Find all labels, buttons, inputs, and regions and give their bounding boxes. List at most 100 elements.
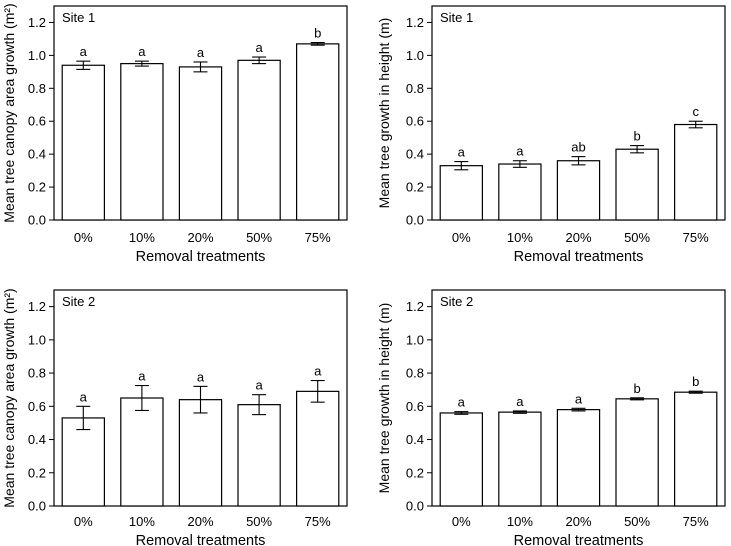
- bar: [674, 123, 718, 221]
- significance-letter: b: [633, 129, 640, 144]
- x-tick-label: 0%: [74, 514, 93, 529]
- chart-panel-3: 0.0 0.2 0.4 0.6 0.8 1.0 1.2 a 0% a 10% a 20% a 50% a 75%…: [1, 288, 348, 546]
- x-tick-label: 20%: [187, 514, 213, 529]
- y-tick-label: 0.4: [28, 432, 46, 447]
- y-tick-label: 0.0: [406, 499, 424, 514]
- chart-panel-4: 0.0 0.2 0.4 0.6 0.8 1.0 1.2 a 0% a 10% a 20% b 50% b 75%…: [376, 289, 726, 546]
- y-tick-label: 1.0: [406, 48, 424, 63]
- x-axis-label: Removal treatments: [514, 249, 644, 265]
- bar: [615, 398, 659, 507]
- y-axis-label: Mean tree canopy area growth (m²): [1, 288, 17, 507]
- significance-letter: a: [575, 391, 583, 406]
- x-axis-label: Removal treatments: [514, 533, 644, 546]
- bar: [178, 399, 223, 507]
- x-tick-label: 20%: [187, 230, 213, 245]
- panel-label: Site 2: [440, 294, 473, 309]
- y-tick-label: 1.0: [28, 48, 46, 63]
- x-tick-label: 50%: [246, 230, 272, 245]
- chart-panel-1: 0.0 0.2 0.4 0.6 0.8 1.0 1.2 a 0% a 10% a 20% a 50% b 75%…: [1, 3, 348, 265]
- y-axis-label: Mean tree growth in height (m): [376, 303, 392, 494]
- significance-letter: a: [138, 369, 146, 384]
- significance-letter: a: [80, 44, 88, 59]
- x-tick-label: 75%: [683, 230, 709, 245]
- y-tick-label: 1.2: [28, 299, 46, 314]
- significance-letter: a: [197, 45, 205, 60]
- significance-letter: c: [692, 104, 699, 119]
- significance-letter: ab: [571, 140, 585, 155]
- x-tick-label: 75%: [305, 514, 331, 529]
- y-axis-label: Mean tree growth in height (m): [376, 18, 392, 209]
- bar: [178, 66, 223, 221]
- y-tick-label: 1.2: [406, 299, 424, 314]
- y-tick-label: 0.0: [28, 213, 46, 228]
- significance-letter: b: [633, 381, 640, 396]
- bar: [556, 409, 601, 507]
- chart-panel-2: 0.0 0.2 0.4 0.6 0.8 1.0 1.2 a 0% a 10% ab 20% b 50% c 75…: [376, 5, 726, 265]
- y-axis-label: Mean tree canopy area growth (m²): [1, 3, 17, 222]
- y-tick-label: 0.2: [406, 180, 424, 195]
- y-tick-label: 0.4: [406, 147, 424, 162]
- bar: [674, 391, 718, 507]
- bar: [296, 43, 340, 221]
- x-tick-label: 50%: [624, 514, 650, 529]
- panel-label: Site 1: [62, 10, 95, 25]
- y-tick-label: 0.0: [406, 213, 424, 228]
- bar: [61, 64, 105, 221]
- significance-letter: a: [516, 394, 524, 409]
- bar: [439, 412, 483, 507]
- x-tick-label: 10%: [129, 514, 155, 529]
- x-axis-label: Removal treatments: [136, 249, 266, 265]
- bar: [498, 163, 542, 221]
- significance-letter: a: [458, 145, 466, 160]
- significance-letter: a: [314, 364, 322, 379]
- y-tick-label: 0.8: [406, 366, 424, 381]
- x-tick-label: 10%: [507, 514, 533, 529]
- x-tick-label: 50%: [246, 514, 272, 529]
- y-tick-label: 1.2: [406, 15, 424, 30]
- bar: [498, 411, 542, 507]
- x-tick-label: 50%: [624, 230, 650, 245]
- x-axis-label: Removal treatments: [136, 533, 266, 546]
- bar: [296, 390, 340, 507]
- significance-letter: a: [255, 40, 263, 55]
- y-tick-label: 1.0: [406, 332, 424, 347]
- x-tick-label: 10%: [507, 230, 533, 245]
- significance-letter: a: [80, 389, 88, 404]
- x-tick-label: 75%: [305, 230, 331, 245]
- y-tick-label: 0.8: [406, 81, 424, 96]
- y-tick-label: 0.6: [28, 399, 46, 414]
- x-tick-label: 10%: [129, 230, 155, 245]
- significance-letter: a: [138, 44, 146, 59]
- bar: [615, 148, 659, 221]
- y-tick-label: 0.2: [28, 180, 46, 195]
- y-tick-label: 1.2: [28, 15, 46, 30]
- significance-letter: a: [197, 369, 205, 384]
- y-tick-label: 0.8: [28, 366, 46, 381]
- bar: [556, 160, 601, 221]
- significance-letter: a: [255, 378, 263, 393]
- significance-letter: b: [692, 374, 699, 389]
- y-tick-label: 1.0: [28, 332, 46, 347]
- bar: [439, 165, 483, 221]
- x-tick-label: 20%: [565, 230, 591, 245]
- y-tick-label: 0.8: [28, 81, 46, 96]
- y-tick-label: 0.2: [406, 465, 424, 480]
- y-tick-label: 0.6: [406, 114, 424, 129]
- x-tick-label: 75%: [683, 514, 709, 529]
- x-tick-label: 0%: [452, 514, 471, 529]
- panel-label: Site 1: [440, 10, 473, 25]
- bar: [120, 397, 164, 507]
- y-tick-label: 0.6: [28, 114, 46, 129]
- x-tick-label: 20%: [565, 514, 591, 529]
- panel-label: Site 2: [62, 294, 95, 309]
- x-tick-label: 0%: [74, 230, 93, 245]
- x-tick-label: 0%: [452, 230, 471, 245]
- bar: [120, 63, 164, 221]
- y-tick-label: 0.6: [406, 399, 424, 414]
- bar: [237, 59, 281, 221]
- y-tick-label: 0.4: [406, 432, 424, 447]
- bar: [237, 404, 281, 507]
- y-tick-label: 0.4: [28, 147, 46, 162]
- significance-letter: b: [314, 26, 321, 41]
